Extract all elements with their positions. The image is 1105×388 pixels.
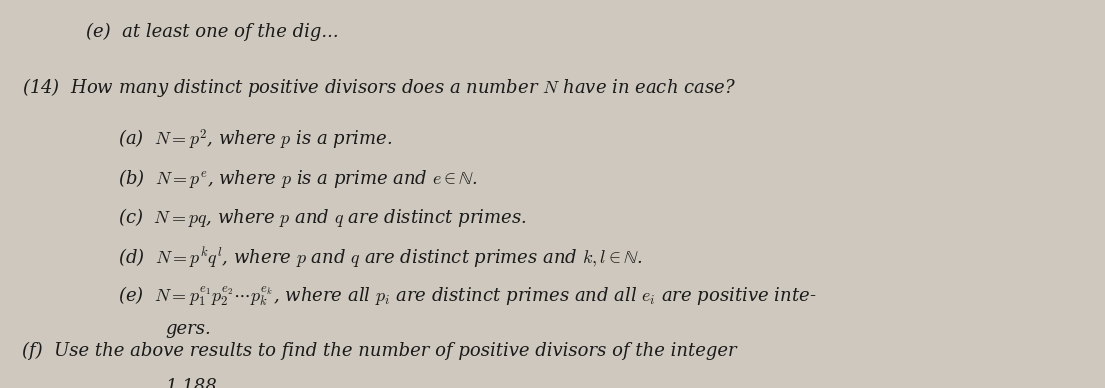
Text: (a)  $N = p^2$, where $p$ is a prime.: (a) $N = p^2$, where $p$ is a prime.	[117, 128, 392, 152]
Text: (b)  $N = p^e$, where $p$ is a prime and $e \in \mathbb{N}$.: (b) $N = p^e$, where $p$ is a prime and …	[117, 167, 477, 190]
Text: (c)  $N = pq$, where $p$ and $q$ are distinct primes.: (c) $N = pq$, where $p$ and $q$ are dist…	[117, 206, 526, 229]
Text: gers.: gers.	[166, 320, 211, 338]
Text: (14)  How many distinct positive divisors does a number $N$ have in each case?: (14) How many distinct positive divisors…	[22, 76, 736, 99]
Text: (f)  Use the above results to find the number of positive divisors of the intege: (f) Use the above results to find the nu…	[22, 342, 737, 360]
Text: (d)  $N = p^k q^l$, where $p$ and $q$ are distinct primes and $k, l \in \mathbb{: (d) $N = p^k q^l$, where $p$ and $q$ are…	[117, 246, 642, 270]
Text: 1,188.: 1,188.	[166, 378, 223, 388]
Text: (e)  $N = p_1^{e_1} p_2^{e_2} \cdots p_k^{e_k}$, where all $p_i$ are distinct pr: (e) $N = p_1^{e_1} p_2^{e_2} \cdots p_k^…	[117, 285, 815, 308]
Text: (e)  at least one of the dig...: (e) at least one of the dig...	[86, 23, 338, 41]
